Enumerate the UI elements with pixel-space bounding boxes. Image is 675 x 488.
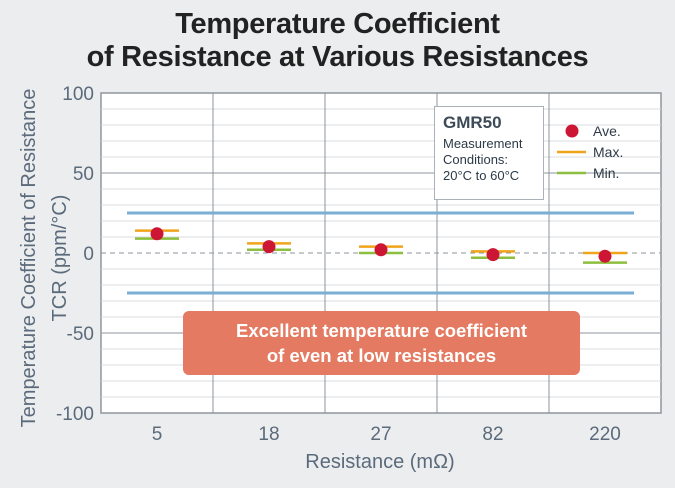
average-point <box>374 243 388 257</box>
average-point <box>598 249 612 263</box>
x-tick-label: 82 <box>482 424 503 445</box>
legend-label-max: Max. <box>593 144 624 160</box>
callout-line-2: of even at low resistances <box>266 345 497 366</box>
x-tick-label: 18 <box>258 424 279 445</box>
chart-title: Temperature Coefficient of Resistance at… <box>0 8 675 74</box>
legend-label-ave: Ave. <box>593 123 621 139</box>
legend-conditions-box: GMR50 Measurement Conditions: 20°C to 60… <box>434 106 544 200</box>
legend: Ave. Max. Min. <box>550 120 660 183</box>
condition-line-3: 20°C to 60°C <box>443 168 520 183</box>
average-point <box>486 248 500 262</box>
y-tick-label: 50 <box>73 164 94 185</box>
legend-conditions: Measurement Conditions: 20°C to 60°C <box>443 136 543 184</box>
x-tick-label: 5 <box>152 424 163 445</box>
legend-label-min: Min. <box>593 165 620 181</box>
y-tick-label: -100 <box>56 404 94 425</box>
ave-marker-icon <box>565 124 579 138</box>
y-tick-label: 0 <box>83 244 94 265</box>
title-line-2: of Resistance at Various Resistances <box>86 41 589 73</box>
callout-banner: Excellent temperature coefficient of eve… <box>183 311 580 375</box>
title-line-1: Temperature Coefficient <box>175 8 500 40</box>
legend-item-min: Min. <box>550 162 660 183</box>
legend-model: GMR50 <box>443 113 502 132</box>
x-axis-label: Resistance (mΩ) <box>305 451 455 473</box>
legend-item-max: Max. <box>550 141 660 162</box>
y-tick-label: -50 <box>67 324 94 345</box>
average-point <box>262 240 276 254</box>
average-point <box>150 227 164 241</box>
condition-line-1: Measurement <box>443 136 523 151</box>
x-tick-label: 27 <box>370 424 391 445</box>
condition-line-2: Conditions: <box>443 152 509 167</box>
callout-line-1: Excellent temperature coefficient <box>236 320 527 341</box>
max-line-icon <box>557 150 586 154</box>
legend-item-ave: Ave. <box>550 120 660 141</box>
min-line-icon <box>557 171 586 175</box>
y-tick-label: 100 <box>62 84 94 105</box>
x-tick-label: 220 <box>589 424 621 445</box>
